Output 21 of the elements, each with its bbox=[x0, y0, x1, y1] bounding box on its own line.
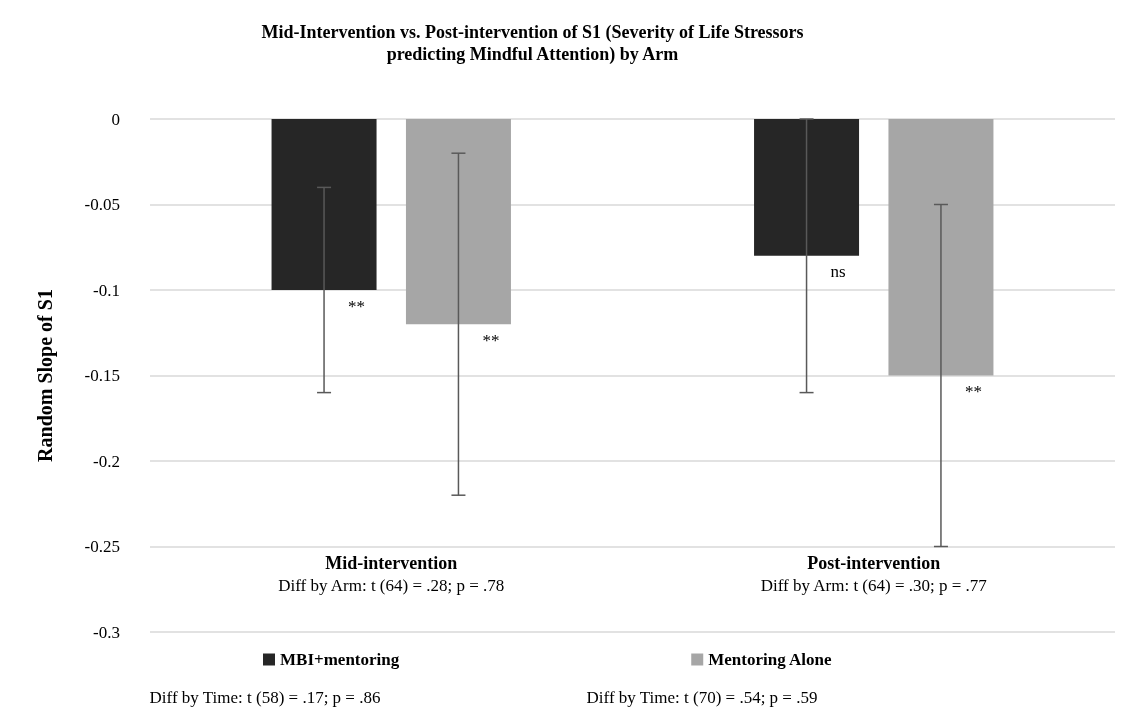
text: Diff by Time: t (58) = .17; p = .86 bbox=[149, 687, 381, 707]
y-tick-label: -0.25 bbox=[84, 537, 120, 556]
x-tick-label: Mid-intervention bbox=[325, 552, 458, 573]
text: Diff by Time: t (70) = .54; p = .59 bbox=[586, 687, 818, 707]
y-axis-title: Random Slope of S1 bbox=[34, 289, 57, 462]
y-tick-label: -0.2 bbox=[93, 451, 120, 471]
annotation: Diff by Arm: t (64) = .30; p = .77 bbox=[760, 576, 988, 595]
annotation: ** bbox=[482, 330, 500, 350]
annotation: ** bbox=[964, 382, 982, 401]
annotation: ns bbox=[830, 262, 846, 282]
annotation: ** bbox=[348, 296, 366, 316]
chart-title: Mid-Intervention vs. Post-intervention of S1 (Severity of Life Stressors predicting Mindful Attention) by Arm bbox=[261, 22, 804, 65]
y-tick-label: -0.3 bbox=[93, 622, 120, 642]
y-tick-label: -0.1 bbox=[93, 280, 120, 300]
annotation: Diff by Arm: t (64) = .28; p = .78 bbox=[278, 576, 505, 595]
legend-label: Mentoring Alone bbox=[708, 650, 832, 669]
legend-label: MBI+mentoring bbox=[280, 650, 400, 669]
y-tick-label: 0 bbox=[111, 109, 120, 129]
x-tick-label: Post-intervention bbox=[807, 552, 941, 573]
y-tick-label: -0.05 bbox=[84, 195, 120, 214]
y-tick-label: -0.15 bbox=[84, 366, 120, 385]
